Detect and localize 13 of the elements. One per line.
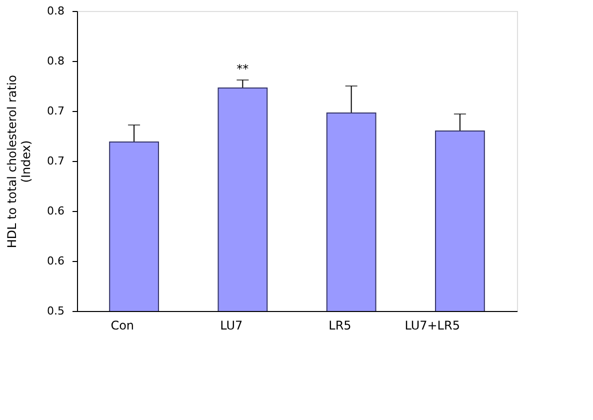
x-tick-label: LR5 (328, 318, 352, 332)
y-tick-label: 0.7 (47, 154, 64, 168)
y-tick-label: 0.8 (47, 54, 64, 68)
x-tick-label: Con (110, 318, 134, 332)
y-tick-label: 0.5 (47, 304, 64, 318)
annotation: ** (236, 62, 249, 76)
y-tick-label: 0.8 (47, 4, 64, 18)
y-axis-title: HDL to total cholesterol ratio (Index) (5, 74, 34, 248)
y-tick-label: 0.6 (47, 254, 64, 268)
x-tick-label: LU7 (220, 318, 243, 332)
x-tick-label: LU7+LR5 (404, 318, 460, 332)
y-tick-label: 0.6 (47, 204, 64, 218)
y-tick-label: 0.7 (47, 104, 64, 118)
